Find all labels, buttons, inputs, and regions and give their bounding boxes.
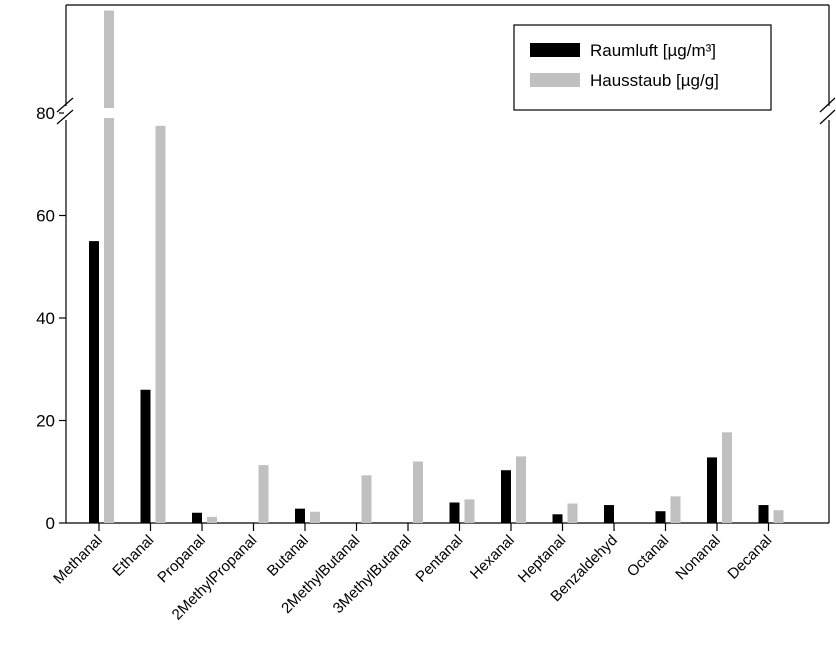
x-tick-label: Nonanal	[672, 532, 724, 584]
bar-hausstaub-heptanal	[567, 503, 578, 523]
legend-box	[513, 24, 772, 111]
right-break-mark	[819, 97, 836, 113]
legend-swatch	[530, 73, 580, 87]
x-tick-label: Hexanal	[467, 532, 518, 583]
bar-hausstaub-hexanal	[516, 456, 526, 523]
legend-label: Raumluft [µg/m³]	[590, 41, 716, 60]
y-axis: 0 20 40 60 80	[36, 104, 66, 533]
bars	[89, 10, 784, 523]
x-tick-label: Ethanal	[109, 532, 157, 580]
bar-raumluft-heptanal	[552, 514, 563, 523]
bar-hausstaub-nonanal	[722, 432, 732, 523]
bar-hausstaub-pentanal	[464, 499, 475, 523]
legend-swatch	[530, 43, 580, 57]
bar-hausstaub-propanal	[207, 516, 217, 523]
bar-raumluft-benzaldehyd	[604, 505, 614, 523]
bar-hausstaub-2methylbutanal	[361, 475, 372, 523]
bar-raumluft-propanal	[192, 512, 202, 523]
bar-raumluft-nonanal	[707, 457, 717, 523]
bar-raumluft-pentanal	[449, 502, 460, 523]
right-break-gap	[827, 106, 832, 120]
y-tick-label: 40	[36, 309, 55, 328]
bar-raumluft-octanal	[655, 511, 666, 523]
bar-hausstaub-butanal	[310, 511, 320, 523]
bar-hausstaub-octanal	[670, 496, 681, 523]
left-break-gap	[64, 106, 69, 120]
legend-label: Hausstaub [µg/g]	[590, 71, 719, 90]
bar-raumluft-methanal	[89, 241, 99, 523]
x-tick-label: Decanal	[724, 532, 775, 583]
legend: Raumluft [µg/m³] Hausstaub [µg/g]	[513, 24, 772, 111]
bar-raumluft-hexanal	[501, 470, 511, 523]
y-tick-label: 80	[36, 104, 55, 123]
x-tick-label: Butanal	[264, 532, 312, 580]
y-tick-label: 60	[36, 207, 55, 226]
x-tick-label: Pentanal	[412, 532, 466, 586]
x-tick-label: Octanal	[624, 532, 673, 581]
bar-hausstaub-decanal	[773, 510, 784, 523]
y-tick-label: 20	[36, 412, 55, 431]
bar-hausstaub-2methylpropanal	[258, 465, 269, 523]
bar-hausstaub-ethanal	[155, 125, 166, 523]
bar-raumluft-decanal	[758, 505, 769, 523]
y-tick-label: 0	[46, 514, 55, 533]
x-tick-label: Methanal	[50, 532, 106, 588]
bar-hausstaub-methanal	[104, 10, 114, 523]
bar-raumluft-butanal	[295, 508, 305, 523]
bar-hausstaub-3methylbutanal	[413, 461, 423, 523]
right-break-mark	[819, 109, 836, 125]
bar-break-gap	[103, 108, 115, 118]
axis-breaks	[56, 97, 836, 125]
left-break-mark	[56, 97, 74, 113]
bar-raumluft-ethanal	[140, 389, 151, 523]
left-break-mark	[56, 109, 74, 125]
